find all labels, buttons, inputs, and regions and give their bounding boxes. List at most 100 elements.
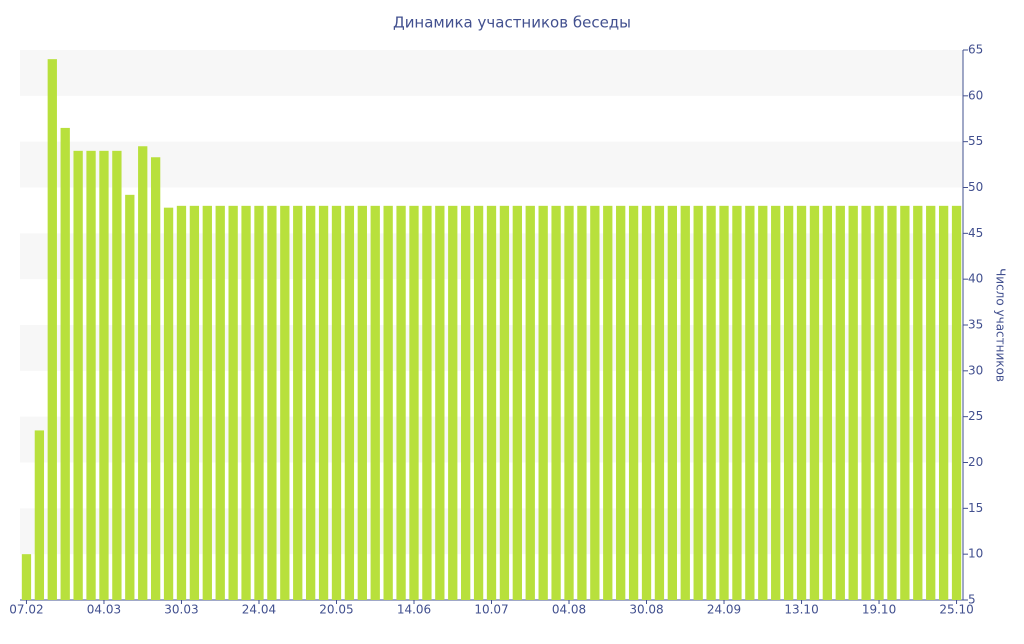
bar — [396, 205, 406, 601]
bar — [215, 205, 225, 601]
bar — [435, 205, 445, 601]
bar — [796, 205, 807, 601]
bar — [163, 207, 174, 600]
chart-title: Динамика участников беседы — [393, 14, 631, 32]
bar — [732, 205, 742, 601]
bar — [835, 205, 845, 601]
bar — [551, 205, 561, 601]
bar — [409, 205, 419, 601]
bar — [422, 205, 432, 601]
bar — [680, 205, 690, 601]
bar — [112, 150, 122, 601]
x-tick-label: 24.04 — [242, 603, 276, 617]
bar — [60, 127, 70, 601]
bar — [357, 205, 367, 601]
x-tick-label: 30.03 — [164, 603, 198, 617]
bar — [616, 205, 626, 601]
y-tick-label: 10 — [968, 547, 983, 561]
bar — [628, 205, 639, 601]
bar — [512, 205, 522, 601]
bar — [99, 150, 109, 601]
bar — [719, 205, 729, 601]
bar — [525, 205, 535, 601]
y-tick-label: 55 — [968, 134, 983, 148]
grid-band — [20, 50, 963, 96]
x-tick-label: 30.08 — [629, 603, 663, 617]
bar — [951, 205, 962, 601]
bar — [667, 205, 677, 601]
bar — [874, 205, 884, 601]
bar — [189, 205, 200, 601]
bar — [331, 205, 342, 601]
bar — [783, 205, 794, 601]
bar — [745, 205, 755, 601]
bar — [293, 205, 303, 601]
bar — [383, 205, 393, 601]
bar — [228, 205, 238, 601]
bar — [150, 157, 161, 600]
y-tick-label: 30 — [968, 363, 983, 377]
bar — [577, 205, 587, 601]
bar — [280, 205, 290, 601]
bar — [73, 150, 83, 601]
x-tick-label: 19.10 — [862, 603, 896, 617]
y-tick-label: 15 — [968, 501, 983, 515]
bar — [448, 205, 458, 601]
bar — [938, 205, 949, 601]
bar — [887, 205, 897, 601]
x-tick-label: 07.02 — [9, 603, 43, 617]
bar — [473, 205, 484, 601]
bar — [34, 430, 45, 600]
y-axis-label: Число участников — [994, 268, 1008, 382]
x-tick-label: 24.09 — [707, 603, 741, 617]
bar — [370, 205, 380, 601]
bar — [21, 554, 32, 600]
y-tick-label: 50 — [968, 180, 983, 194]
y-tick-label: 45 — [968, 226, 983, 240]
bar — [900, 205, 910, 601]
y-tick-label: 65 — [968, 43, 983, 57]
bar — [913, 205, 923, 601]
y-tick-label: 40 — [968, 272, 983, 286]
y-tick-label: 60 — [968, 88, 983, 102]
bar — [771, 205, 781, 601]
x-tick-label: 25.10 — [939, 603, 973, 617]
y-tick-label: 35 — [968, 318, 983, 332]
bar — [125, 194, 135, 601]
bar — [706, 205, 716, 601]
bar — [267, 205, 277, 601]
y-tick-label: 20 — [968, 455, 983, 469]
bar — [603, 205, 613, 601]
bar — [926, 205, 936, 601]
bar — [654, 205, 665, 601]
bar — [318, 205, 329, 601]
bar — [861, 205, 871, 601]
x-tick-label: 04.03 — [87, 603, 121, 617]
grid-band — [20, 141, 963, 188]
y-tick-label: 25 — [968, 409, 983, 423]
bar — [241, 205, 251, 601]
bar — [822, 205, 833, 601]
bar — [538, 205, 548, 601]
bar — [590, 205, 600, 601]
x-tick-label: 13.10 — [784, 603, 818, 617]
x-tick-label: 14.06 — [397, 603, 431, 617]
bar — [138, 146, 148, 600]
bar — [499, 205, 510, 601]
bar — [486, 205, 497, 601]
y-tick-label: 5 — [968, 593, 976, 607]
bar — [306, 205, 316, 601]
x-tick-label: 04.08 — [552, 603, 586, 617]
bar — [202, 205, 212, 601]
bar — [758, 205, 768, 601]
x-tick-label: 20.05 — [319, 603, 353, 617]
bar — [693, 205, 703, 601]
bar — [47, 59, 57, 600]
bar — [848, 205, 858, 601]
bar — [461, 205, 471, 601]
bar — [564, 205, 574, 601]
bar — [809, 205, 820, 601]
bar — [641, 205, 652, 601]
